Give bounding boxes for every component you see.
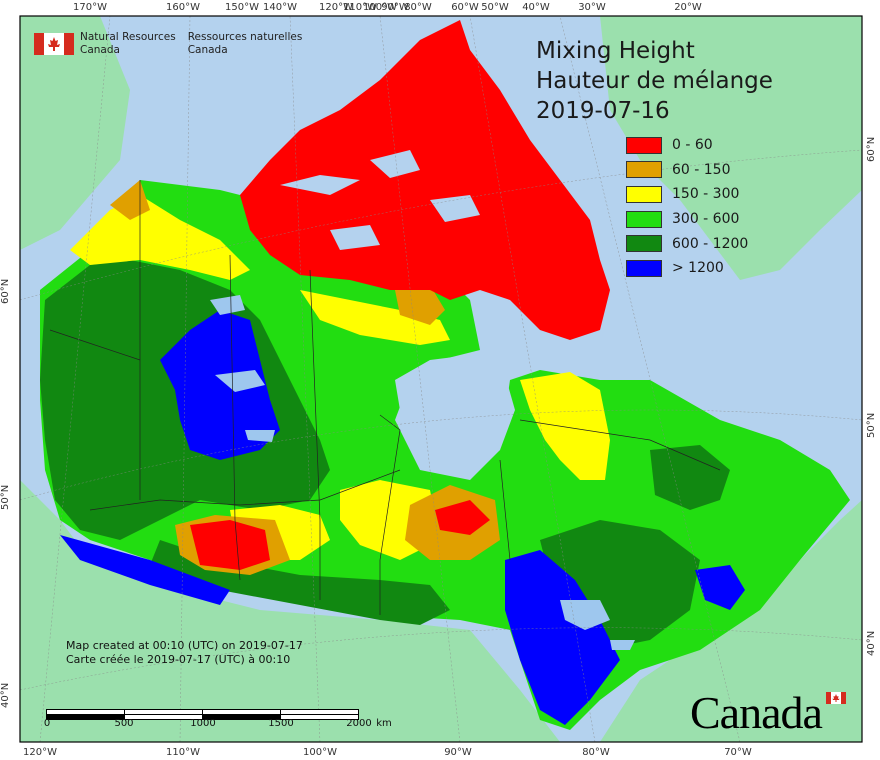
tick-right-label: 50°N [866, 412, 877, 438]
scale-label: 1000 [190, 718, 216, 729]
legend-label: 60 - 150 [672, 161, 731, 178]
tick-top-label: 150°W [225, 2, 259, 13]
scale-label: 2000 [346, 718, 372, 729]
legend-swatch [626, 185, 662, 203]
scale-bar-graphic [46, 709, 359, 720]
scale-unit: km [376, 718, 392, 729]
tick-right-label: 40°N [866, 630, 877, 656]
tick-top-label: 120°W [319, 2, 353, 13]
legend-swatch [626, 136, 662, 154]
map-credit: Map created at 00:10 (UTC) on 2019-07-17… [66, 639, 303, 667]
legend-swatch [626, 161, 662, 179]
agency-fr-line1: Ressources naturelles [187, 31, 303, 43]
wordmark-flag-icon [826, 692, 846, 704]
legend-label: 300 - 600 [672, 211, 740, 228]
tick-top-label: 40°W [522, 2, 550, 13]
scale-bar: 0 500 1000 1500 2000 km [44, 706, 392, 729]
tick-top-label: 100°W [363, 2, 397, 13]
agency-name-en: Natural Resources Canada [80, 31, 176, 57]
credit-french: Carte créée le 2019-07-17 (UTC) à 00:10 [66, 653, 291, 666]
legend-swatch [626, 210, 662, 228]
tick-top-label: 170°W [73, 2, 107, 13]
canada-wordmark: Canada [690, 687, 823, 738]
tick-top-label: 60°W [451, 2, 479, 13]
tick-top-label: 80°W [404, 2, 432, 13]
tick-bottom-label: 80°W [582, 747, 610, 758]
legend-label: 150 - 300 [672, 186, 740, 203]
legend: 0 - 60 60 - 150 150 - 300 300 - 600 600 - 12… [626, 133, 748, 281]
tick-left-label: 40°N [0, 682, 11, 708]
agency-fr-line2: Canada [187, 44, 228, 56]
tick-left-label: 50°N [0, 484, 11, 510]
hudson-bay [395, 355, 515, 470]
legend-item: 0 - 60 [626, 133, 748, 158]
legend-swatch [626, 235, 662, 253]
graticule [19, 15, 863, 743]
legend-item: 600 - 1200 [626, 231, 748, 256]
legend-item: 300 - 600 [626, 207, 748, 232]
agency-name-fr: Ressources naturelles Canada [188, 31, 303, 57]
tick-bottom-label: 90°W [444, 747, 472, 758]
tick-top-label: 50°W [481, 2, 509, 13]
title-english: Mixing Height [536, 38, 695, 64]
title-date: 2019-07-16 [536, 98, 670, 124]
scale-label: 500 [114, 718, 134, 729]
scale-label: 0 [43, 718, 51, 729]
tick-left-label: 60°N [0, 278, 11, 304]
scale-bar-labels: 0 500 1000 1500 2000 km [43, 718, 406, 732]
legend-item: 60 - 150 [626, 158, 748, 183]
credit-english: Map created at 00:10 (UTC) on 2019-07-17 [66, 639, 303, 652]
tick-right-label: 60°N [866, 136, 877, 162]
map-border [19, 15, 863, 743]
tick-bottom-label: 70°W [724, 747, 752, 758]
tick-top-label: 110°W [343, 2, 377, 13]
canada-flag-icon [34, 33, 74, 55]
agency-signature: Natural Resources Canada Ressources natu… [34, 31, 314, 57]
legend-label: 600 - 1200 [672, 235, 749, 252]
scale-label: 1500 [268, 718, 294, 729]
legend-label: > 1200 [672, 260, 724, 277]
lakes [210, 295, 635, 650]
map-title: Mixing Height Hauteur de mélange 2019-07… [536, 36, 773, 126]
zone-0-60 [190, 20, 610, 570]
tick-top-label: 30°W [578, 2, 606, 13]
agency-en-line2: Canada [80, 44, 120, 56]
tick-top-label: 160°W [166, 2, 200, 13]
provincial-borders [49, 180, 721, 615]
tick-bottom-label: 110°W [166, 747, 200, 758]
legend-item: 150 - 300 [626, 182, 748, 207]
tick-top-label: 140°W [263, 2, 297, 13]
tick-bottom-label: 100°W [303, 747, 337, 758]
legend-label: 0 - 60 [672, 137, 713, 154]
tick-bottom-label: 120°W [23, 747, 57, 758]
title-french: Hauteur de mélange [536, 68, 773, 94]
arctic-channels [280, 150, 480, 250]
tick-top-label: 90°W [381, 2, 409, 13]
legend-swatch [626, 259, 662, 277]
legend-item: > 1200 [626, 256, 748, 281]
agency-en-line1: Natural Resources [80, 31, 176, 43]
tick-top-label: 20°W [674, 2, 702, 13]
zone-over-1200 [60, 310, 745, 725]
